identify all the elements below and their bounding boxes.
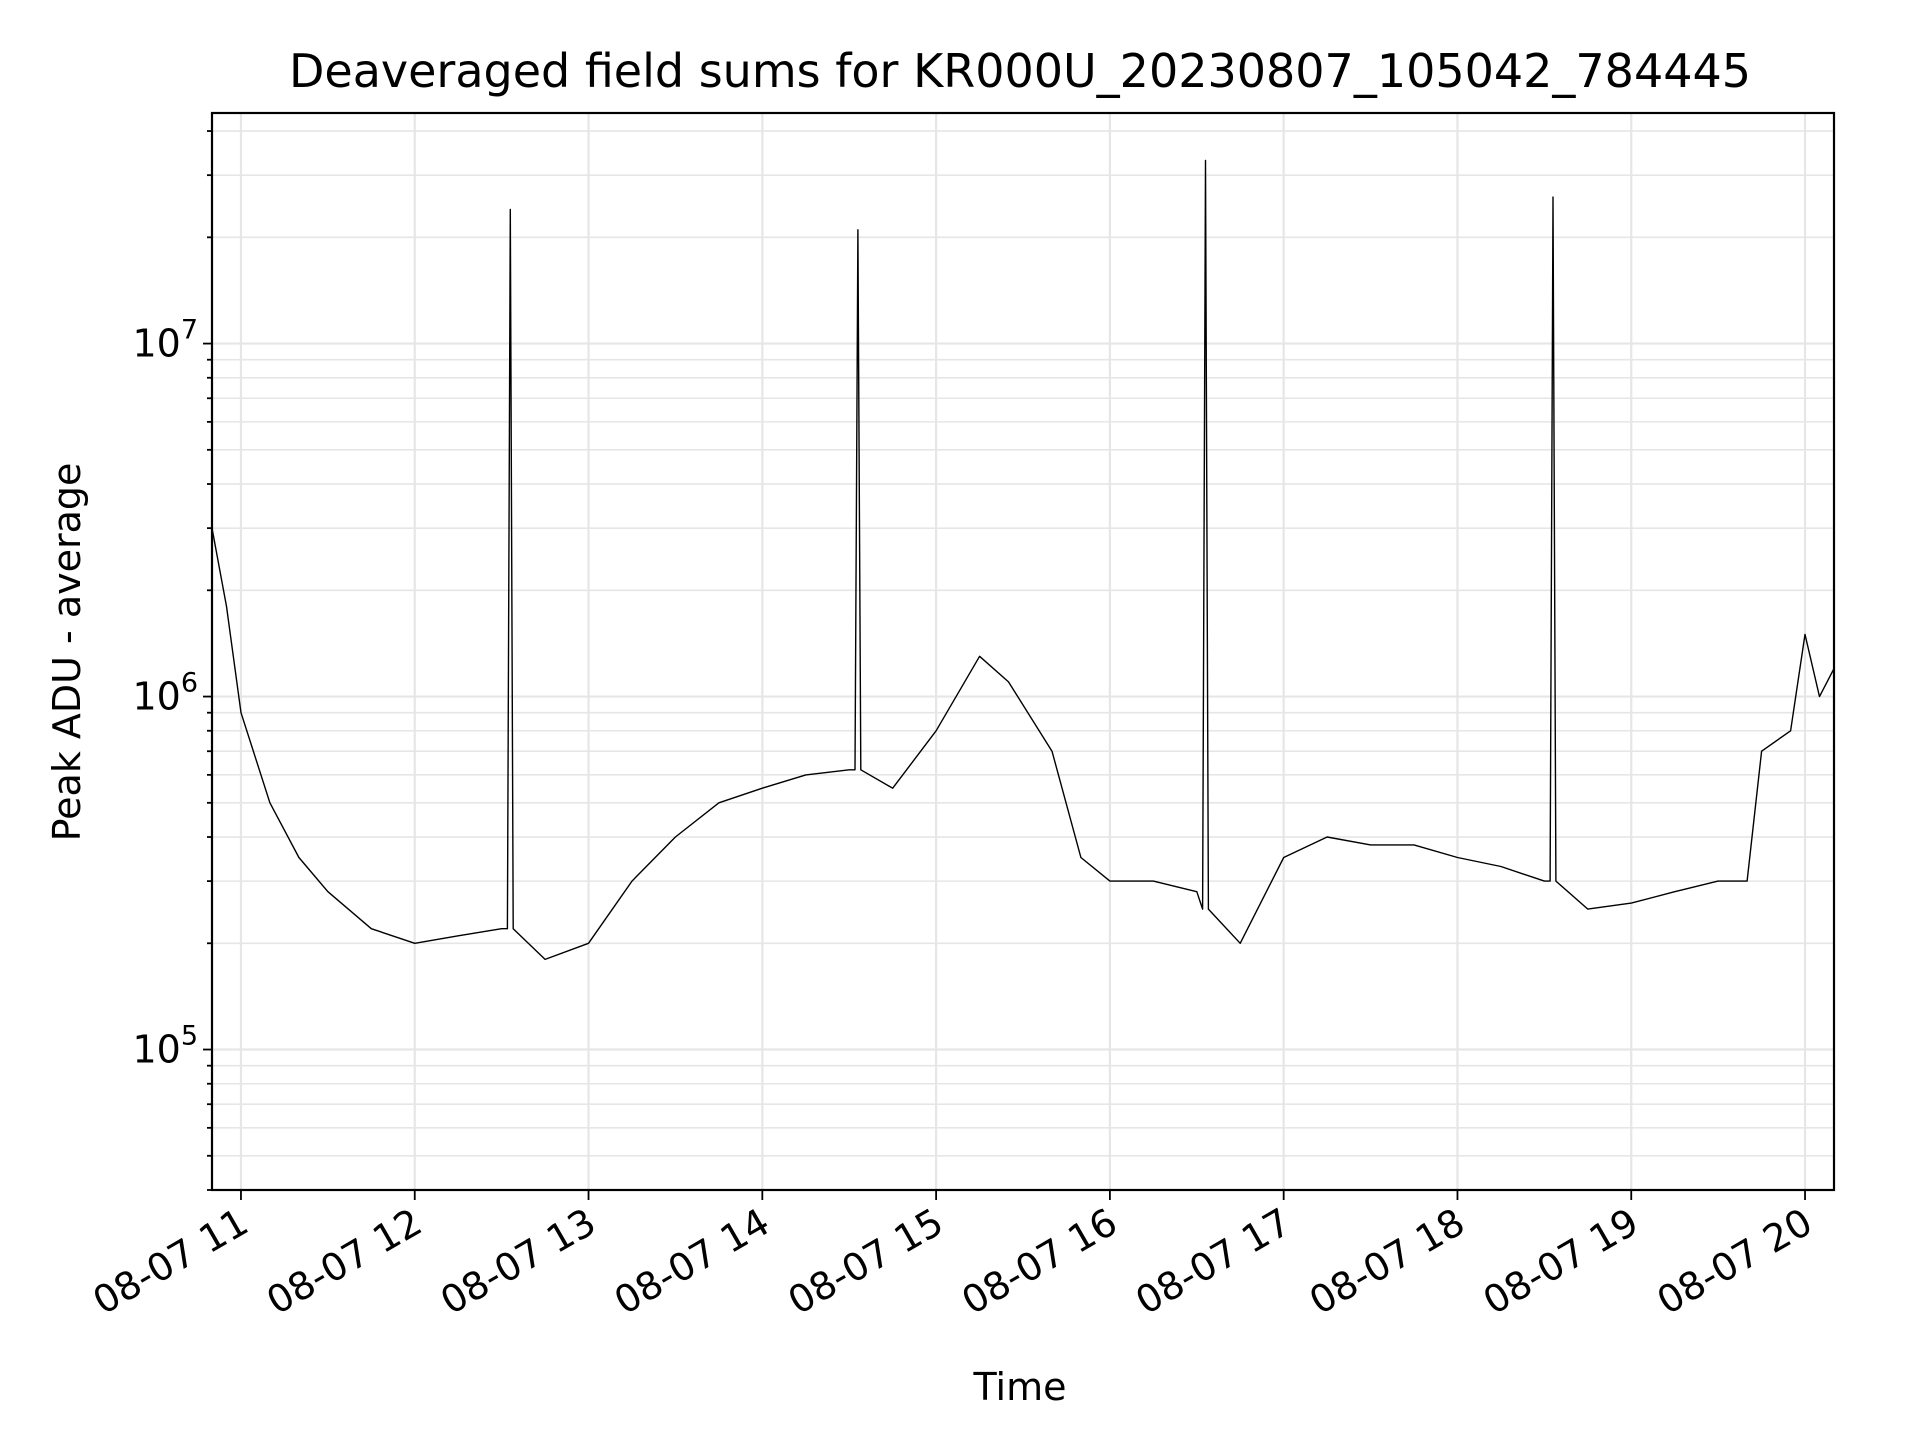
y-tick-label-base: 10 [132, 675, 180, 719]
chart-title: Deaveraged field sums for KR000U_2023080… [289, 44, 1751, 98]
series-line [211, 159, 1835, 961]
y-tick-label: 106 [132, 668, 198, 719]
y-tick-label-exponent: 6 [181, 668, 198, 699]
x-axis-label: Time [973, 1365, 1067, 1409]
y-tick-label: 105 [132, 1021, 198, 1072]
plot-frame [210, 111, 1836, 1192]
y-tick-label-base: 10 [132, 1028, 180, 1072]
y-tick-label-exponent: 5 [181, 1021, 198, 1052]
y-tick-label-base: 10 [132, 322, 180, 366]
y-tick-label: 107 [132, 315, 198, 366]
y-tick-label-exponent: 7 [181, 315, 198, 346]
y-axis-label: Peak ADU - average [45, 463, 89, 842]
grid [212, 113, 1834, 1191]
series-line-group [211, 159, 1835, 961]
